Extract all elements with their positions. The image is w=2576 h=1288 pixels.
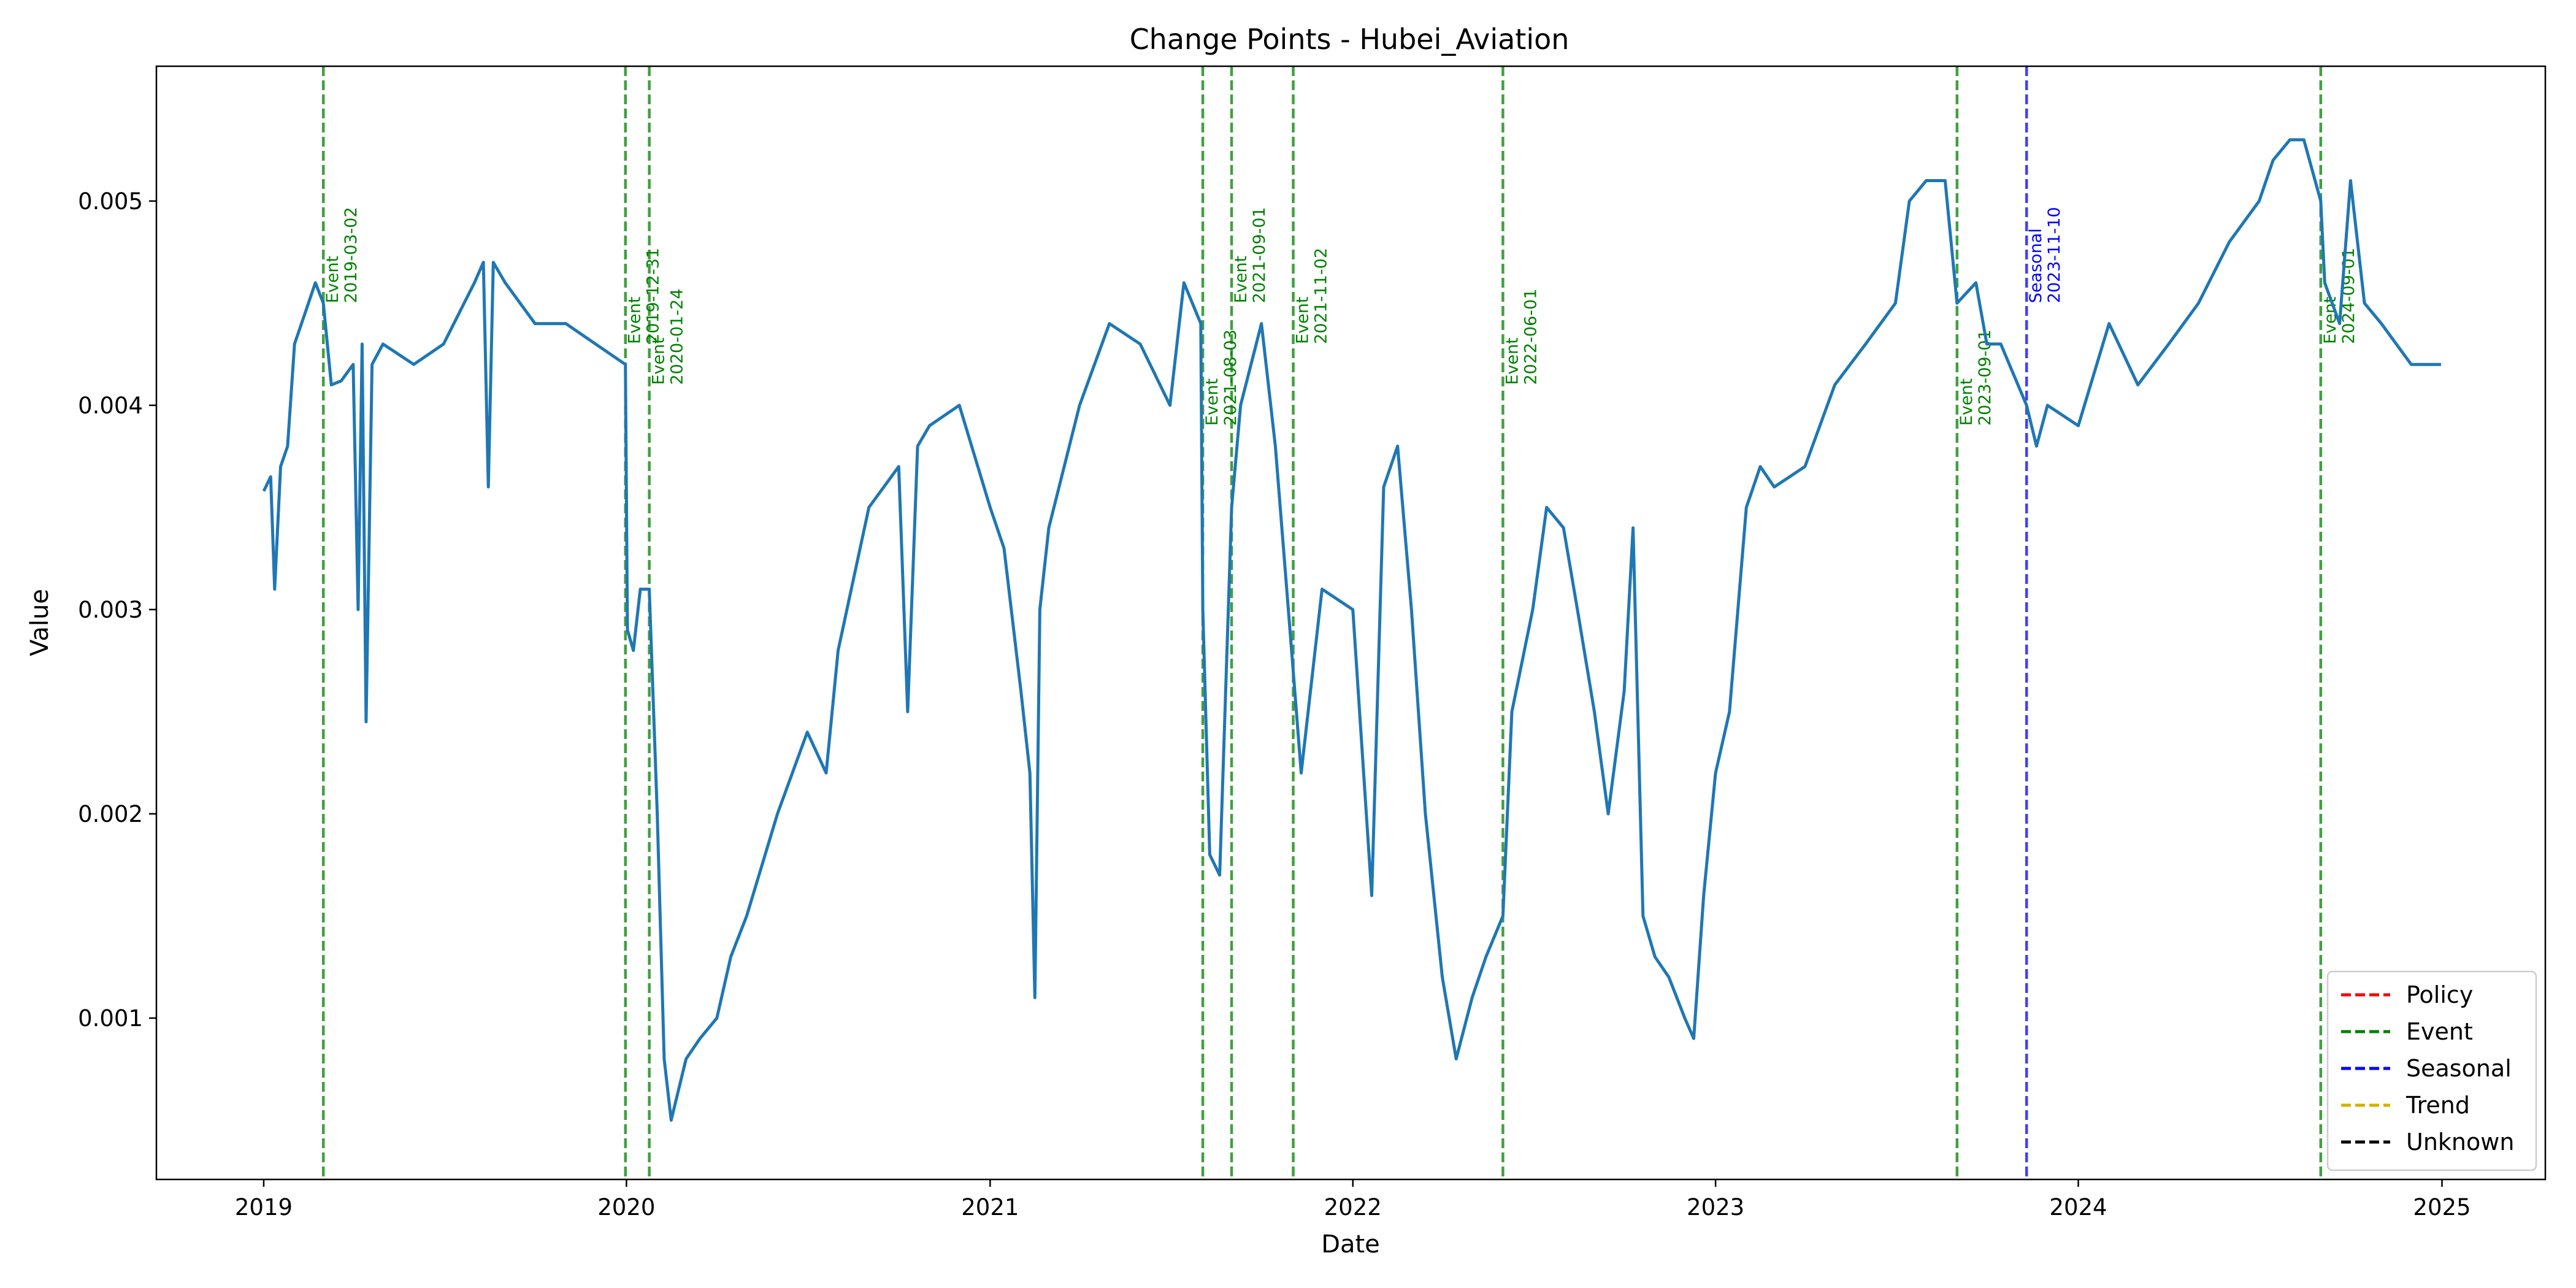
chart-title: Change Points - Hubei_Aviation (1130, 23, 1570, 56)
series-layer (262, 138, 2441, 1122)
y-tick-label: 0.002 (78, 801, 143, 827)
change-point-date-label: 2019-03-02 (342, 207, 361, 303)
y-tick-label: 0.001 (78, 1005, 143, 1032)
change-point-date-label: 2019-12-31 (644, 248, 663, 344)
x-tick-label: 2022 (1324, 1194, 1382, 1221)
x-tick-label: 2019 (235, 1194, 293, 1221)
y-tick-label: 0.004 (78, 393, 143, 419)
series-line (262, 138, 2441, 1122)
x-tick-label: 2023 (1687, 1194, 1744, 1221)
y-tick-label: 0.003 (78, 597, 143, 623)
change-point-date-label: 2023-11-10 (2045, 207, 2064, 303)
change-point-date-label: 2021-09-01 (1250, 207, 1269, 303)
change-point-type-label: Event (1232, 256, 1251, 303)
y-axis-label: Value (26, 589, 54, 656)
legend-entry-label: Unknown (2406, 1129, 2514, 1156)
legend-entry-label: Seasonal (2406, 1055, 2512, 1082)
change-point-type-label: Event (650, 337, 669, 385)
change-point-type-label: Event (1294, 297, 1313, 344)
x-tick-label: 2024 (2049, 1194, 2107, 1221)
change-point-type-label: Event (1203, 378, 1222, 426)
change-point-date-label: 2022-06-01 (1521, 289, 1540, 385)
change-point-date-label: 2020-01-24 (668, 289, 687, 385)
change-point-type-label: Event (323, 256, 342, 303)
y-tick-label: 0.005 (78, 188, 143, 215)
x-axis-label: Date (1321, 1230, 1380, 1259)
change-point-type-label: Seasonal (2026, 228, 2045, 303)
x-tick-label: 2021 (961, 1194, 1019, 1221)
y-axis: 0.001 0.002 0.003 0.004 0.005 (78, 188, 156, 1032)
x-axis: 2019 2020 2021 2022 2023 2024 2025 (235, 1179, 2471, 1221)
plot-frame (155, 65, 2547, 1181)
change-point-type-label: Event (2321, 297, 2340, 344)
legend-entry-label: Trend (2405, 1092, 2470, 1119)
change-point-type-label: Event (626, 297, 645, 344)
change-point-date-label: 2021-11-02 (1312, 248, 1331, 344)
legend-box (2326, 970, 2537, 1171)
x-tick-label: 2020 (597, 1194, 655, 1221)
legend-entry-label: Event (2406, 1018, 2473, 1045)
change-point-type-label: Event (1957, 378, 1976, 426)
legend: Policy Event Seasonal Trend Unknown (2326, 970, 2537, 1171)
x-tick-label: 2025 (2413, 1194, 2471, 1221)
legend-entry-label: Policy (2406, 981, 2473, 1008)
change-point-type-label: Event (1503, 337, 1522, 385)
